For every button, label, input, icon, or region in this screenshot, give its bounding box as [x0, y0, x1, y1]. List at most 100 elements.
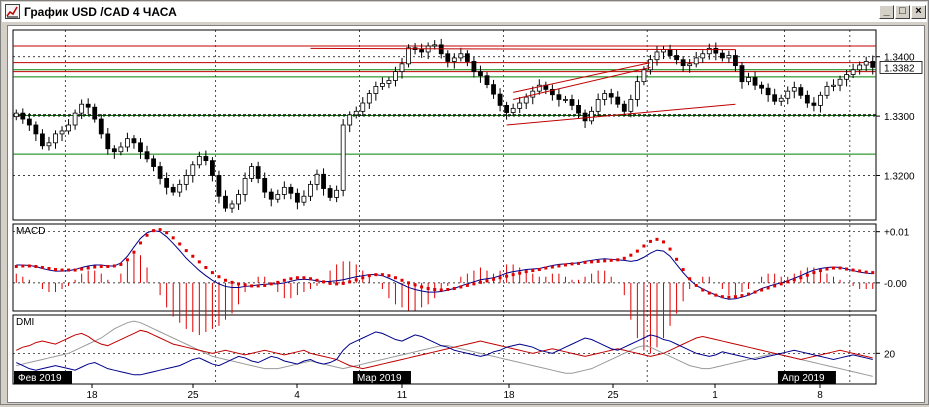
x-tick-label: 8 — [817, 390, 823, 401]
minimize-button[interactable]: _ — [879, 5, 894, 19]
macd-signal-point — [40, 266, 44, 269]
macd-signal-point — [747, 292, 751, 296]
price-tick-label: 1.3200 — [884, 171, 915, 182]
macd-signal-point — [308, 277, 312, 281]
macd-signal-point — [400, 278, 404, 282]
macd-signal-point — [524, 270, 528, 274]
macd-signal-point — [871, 271, 875, 275]
x-tick-label: 1 — [712, 390, 718, 401]
chart-area[interactable]: 1.3400 1.3300 1.3200 1.3382 MACD +0.01 -0.00 DM… — [7, 25, 925, 403]
candle — [504, 105, 510, 113]
macd-signal-point — [635, 249, 639, 253]
macd-signal-point — [80, 267, 84, 271]
candle — [831, 84, 836, 87]
candle — [432, 44, 438, 47]
macd-signal-point — [622, 256, 626, 260]
macd-signal-point — [570, 262, 574, 266]
candle — [275, 194, 281, 200]
macd-signal-point — [407, 281, 411, 285]
macd-signal-point — [563, 263, 567, 267]
macd-signal-point — [733, 295, 737, 299]
candle — [772, 94, 778, 102]
macd-signal-point — [282, 278, 286, 282]
candle — [281, 186, 287, 195]
candle — [308, 183, 313, 197]
macd-signal-point — [452, 286, 456, 290]
candle — [229, 203, 235, 209]
macd-signal-point — [237, 282, 241, 286]
candle — [451, 57, 457, 62]
candle — [798, 87, 804, 96]
macd-signal-point — [714, 293, 718, 297]
candle — [759, 84, 764, 89]
candle — [739, 65, 745, 83]
macd-signal-point — [197, 260, 201, 264]
macd-line — [16, 230, 873, 300]
candle — [536, 84, 542, 92]
macd-signal-point — [779, 282, 783, 286]
title-bar[interactable]: График USD /CAD 4 ЧАСА _ □ × — [2, 2, 927, 22]
macd-signal-point — [374, 273, 378, 277]
macd-signal-point — [86, 266, 90, 270]
maximize-button[interactable]: □ — [895, 5, 910, 19]
candle — [79, 103, 85, 114]
macd-signal-point — [138, 241, 142, 245]
chart-canvas[interactable]: 1.3400 1.3300 1.3200 1.3382 MACD +0.01 -0.00 DM… — [8, 26, 924, 402]
candle — [151, 158, 156, 167]
candle — [648, 59, 653, 71]
macd-signal-point — [348, 280, 352, 284]
close-button[interactable]: × — [911, 5, 926, 19]
macd-signal-point — [812, 271, 816, 275]
candle — [680, 59, 686, 67]
macd-signal-point — [210, 271, 214, 275]
x-tick-label: 11 — [397, 390, 408, 401]
macd-title: MACD — [16, 226, 45, 237]
macd-signal-point — [223, 278, 227, 282]
candle — [667, 49, 673, 56]
macd-signal-point — [655, 237, 659, 241]
candle — [438, 44, 444, 55]
macd-signal-point — [609, 258, 613, 262]
candle — [471, 61, 477, 72]
macd-signal-point — [446, 288, 450, 292]
candle — [700, 53, 706, 59]
macd-signal-point — [341, 281, 345, 285]
candle — [353, 110, 359, 116]
trendline — [513, 62, 651, 93]
x-tick-label: 25 — [607, 390, 619, 401]
macd-signal-point — [67, 268, 71, 272]
candle — [360, 102, 366, 112]
candle — [59, 130, 65, 135]
candle — [569, 99, 575, 106]
month-label-box — [14, 371, 72, 384]
candle — [255, 166, 261, 179]
macd-signal-point — [34, 264, 38, 268]
panel-frame-1 — [12, 29, 877, 221]
macd-signal-point — [864, 270, 868, 274]
macd-signal-point — [792, 278, 796, 282]
candle — [164, 178, 170, 188]
macd-signal-point — [433, 288, 437, 292]
candle — [98, 118, 104, 135]
candle — [138, 142, 143, 153]
macd-signal-point — [112, 264, 116, 268]
candle — [268, 191, 274, 200]
macd-signal-point — [152, 229, 156, 233]
macd-signal-point — [688, 277, 692, 281]
macd-signal-point — [557, 264, 561, 268]
macd-signal-point — [269, 282, 273, 286]
macd-signal-point — [27, 264, 31, 268]
macd-signal-point — [125, 258, 129, 262]
macd-signal-point — [380, 273, 384, 277]
window-title: График USD /CAD 4 ЧАСА — [24, 5, 177, 19]
candle — [379, 83, 385, 87]
month-label-box — [352, 371, 411, 384]
macd-signal-point — [707, 291, 711, 295]
trendline — [310, 47, 736, 51]
current-price-box — [879, 61, 923, 74]
candle — [674, 55, 679, 61]
candle — [818, 94, 823, 106]
macd-signal-point — [165, 231, 169, 235]
macd-signal-point — [773, 284, 777, 288]
